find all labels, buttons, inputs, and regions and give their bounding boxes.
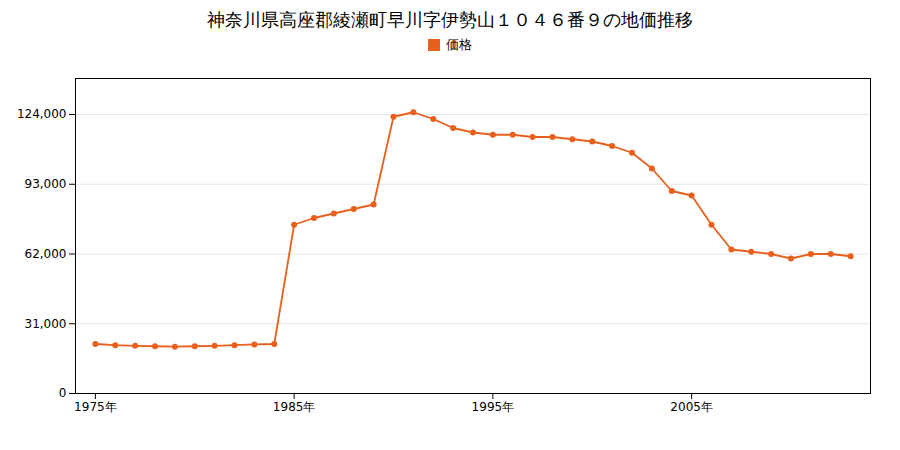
- svg-text:62,000: 62,000: [25, 247, 67, 261]
- svg-text:124,000: 124,000: [17, 107, 67, 121]
- html-text:神奈川県高座郡綾瀬町早川字伊勢山１０４６番９の地価推移: 神奈川県高座郡綾瀬町早川字伊勢山１０４６番９の地価推移: [207, 9, 693, 30]
- svg-text:0: 0: [59, 386, 67, 400]
- svg-text:1995年: 1995年: [472, 400, 515, 414]
- svg-text:2005年: 2005年: [670, 400, 713, 414]
- svg-text:93,000: 93,000: [25, 177, 67, 191]
- svg-text:1975年: 1975年: [74, 400, 117, 414]
- svg-text:1985年: 1985年: [273, 400, 316, 414]
- svg-text:31,000: 31,000: [25, 317, 67, 331]
- html-text:価格: 価格: [446, 37, 472, 52]
